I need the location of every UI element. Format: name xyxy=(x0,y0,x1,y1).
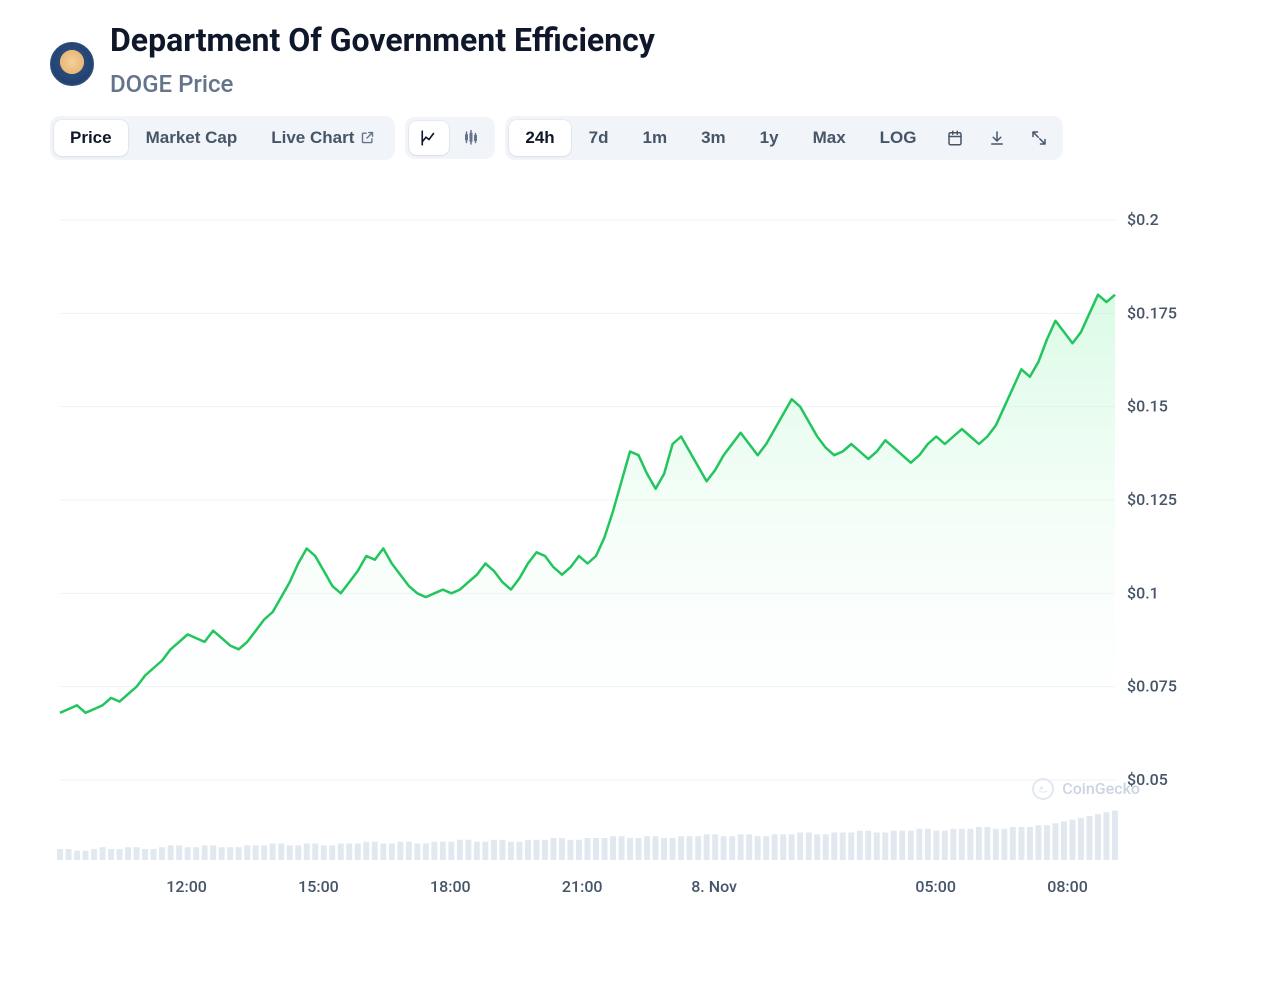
view-tab-price[interactable]: Price xyxy=(54,120,128,156)
x-axis-label: 15:00 xyxy=(298,877,339,896)
watermark-text: CoinGecko xyxy=(1062,779,1140,798)
chart-type-toggle xyxy=(405,117,495,159)
x-axis-label: 08:00 xyxy=(1047,877,1088,896)
candlestick-icon xyxy=(462,129,480,147)
watermark: CoinGecko xyxy=(1032,778,1140,800)
range-tab-3m[interactable]: 3m xyxy=(685,120,742,156)
title-block: Department Of Government Efficiency DOGE… xyxy=(110,20,655,98)
range-tab-1m[interactable]: 1m xyxy=(627,120,684,156)
y-axis-label: $0.125 xyxy=(1127,490,1177,509)
view-tab-live-chart[interactable]: Live Chart xyxy=(255,120,391,156)
range-and-tools: 24h7d1m3m1yMaxLOG xyxy=(505,116,1062,160)
y-axis-label: $0.15 xyxy=(1127,396,1168,415)
view-tabs: PriceMarket CapLive Chart xyxy=(50,116,395,160)
view-tab-market-cap[interactable]: Market Cap xyxy=(130,120,254,156)
line-chart-button[interactable] xyxy=(409,121,449,155)
range-tab-max[interactable]: Max xyxy=(797,120,862,156)
calendar-icon xyxy=(946,129,964,147)
range-tab-24h[interactable]: 24h xyxy=(509,120,570,156)
line-chart-icon xyxy=(420,129,438,147)
download-button[interactable] xyxy=(977,121,1017,155)
coin-icon xyxy=(50,42,94,86)
y-axis-label: $0.075 xyxy=(1127,676,1177,695)
download-icon xyxy=(988,129,1006,147)
expand-icon xyxy=(1030,129,1048,147)
x-axis-label: 05:00 xyxy=(915,877,956,896)
y-axis-label: $0.1 xyxy=(1127,583,1159,602)
x-axis-label: 21:00 xyxy=(562,877,603,896)
x-axis-label: 18:00 xyxy=(430,877,471,896)
x-axis-label: 8. Nov xyxy=(691,877,737,896)
range-tab-log[interactable]: LOG xyxy=(864,120,933,156)
coin-title: Department Of Government Efficiency xyxy=(110,20,655,62)
calendar-button[interactable] xyxy=(935,121,975,155)
price-chart-container: $0.05$0.075$0.1$0.125$0.15$0.175$0.2 12:… xyxy=(50,190,1230,910)
external-link-icon xyxy=(360,130,375,145)
y-axis-label: $0.2 xyxy=(1127,210,1159,229)
page-header: Department Of Government Efficiency DOGE… xyxy=(50,20,1230,98)
coingecko-icon xyxy=(1032,778,1054,800)
y-axis-label: $0.175 xyxy=(1127,303,1177,322)
chart-toolbar: PriceMarket CapLive Chart 24h7d1m3m1yMax… xyxy=(50,116,1230,160)
x-axis-label: 12:00 xyxy=(166,877,207,896)
coin-subtitle: DOGE Price xyxy=(110,70,655,98)
range-tab-1y[interactable]: 1y xyxy=(744,120,795,156)
candlestick-chart-button[interactable] xyxy=(451,121,491,155)
price-chart[interactable]: $0.05$0.075$0.1$0.125$0.15$0.175$0.2 12:… xyxy=(50,190,1200,910)
expand-button[interactable] xyxy=(1019,121,1059,155)
range-tab-7d[interactable]: 7d xyxy=(573,120,625,156)
